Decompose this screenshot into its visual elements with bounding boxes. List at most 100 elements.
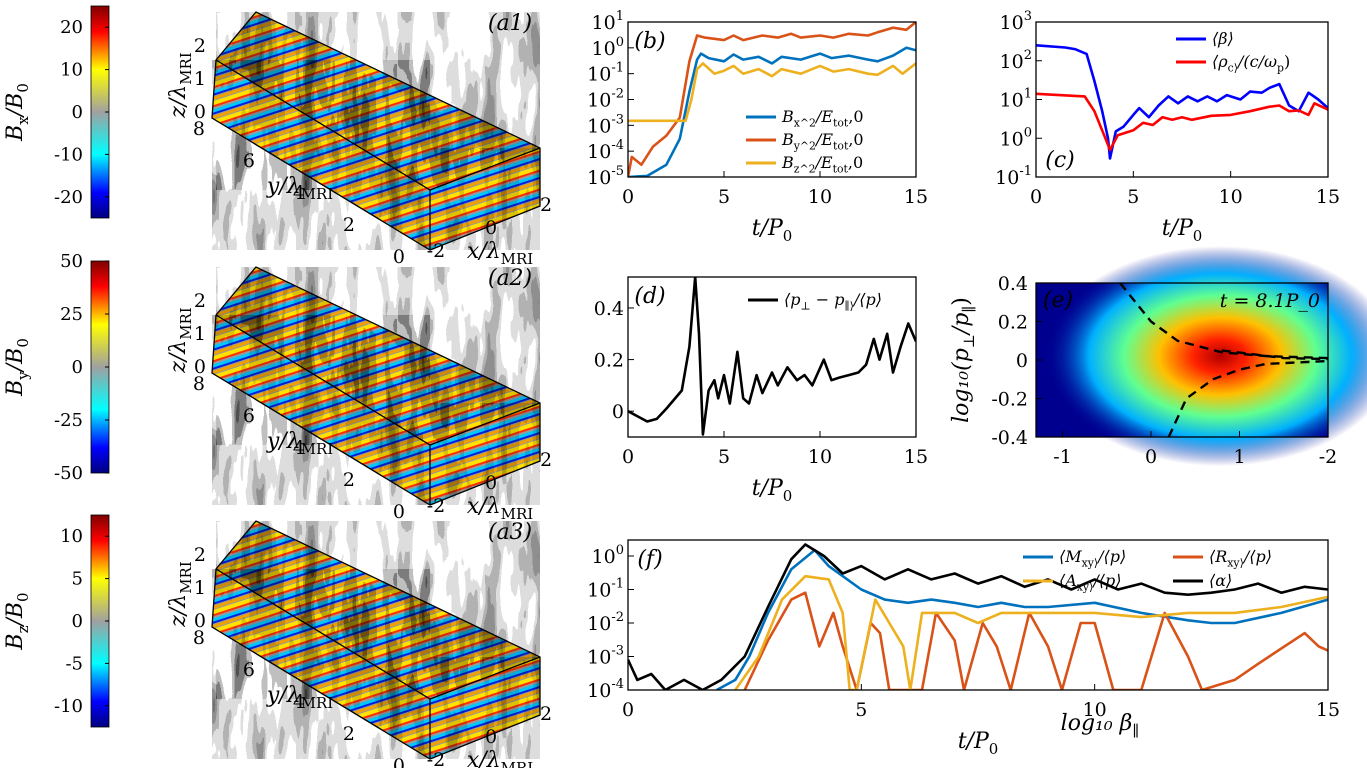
y-tick-label-exp: -1 (611, 576, 624, 591)
series-line-4 (628, 543, 1328, 690)
cube-y-tick: 4 (293, 182, 305, 204)
cube-x-tick: -2 (427, 240, 446, 262)
series-line-1 (716, 548, 1328, 690)
cube-face-texture (430, 148, 540, 250)
x-axis-label-part: t/P (958, 729, 990, 754)
cube-x-tick: 0 (485, 726, 497, 748)
colorbar-label-part: B (3, 380, 28, 397)
legend-label-sub: xy⟩ (1082, 556, 1099, 569)
legend-label-part: ⟨M (1059, 547, 1082, 566)
x-tick-label: 10 (808, 186, 832, 208)
y-tick-label: -0.2 (991, 389, 1028, 411)
series-line-1 (628, 277, 916, 436)
cube-panel-tag: (a1) (488, 11, 532, 36)
y-tick-label-exp: -1 (611, 61, 624, 76)
x-tick-label: 5 (718, 186, 730, 208)
y-tick-label-base: 10 (1000, 128, 1024, 150)
legend-label-part: ⟨α⟩ (1209, 571, 1232, 590)
x-tick-label: 15 (1316, 699, 1340, 721)
cube-x-axis-label-sub: MRI (501, 250, 534, 268)
colorbar-tick-label: -10 (54, 696, 83, 717)
series-line-1 (628, 46, 916, 177)
series-line-2 (1036, 92, 1328, 152)
x-tick-label: 10 (1219, 186, 1243, 208)
cube-z-axis-label-part: z/λ (166, 85, 191, 119)
legend-label: ⟨Axy⟩​/⟨p⟩ (1059, 571, 1121, 593)
colorbar-tick-label: 0 (72, 611, 83, 632)
y-tick-label: 103 (1000, 9, 1032, 34)
legend-label-sub: tot (833, 162, 849, 175)
line-panels: 05101510-510-410-310-210-1100101t/P0​(b)… (587, 9, 1367, 758)
colorbar-tick-label: 20 (60, 17, 83, 38)
cube-face-texture (430, 657, 540, 759)
cube-z-tick: 2 (194, 544, 206, 566)
legend-label-part: B (781, 107, 794, 126)
y-tick-label: 10-1 (995, 164, 1032, 189)
legend-label-part: − p (811, 290, 845, 309)
series-line-2 (628, 22, 916, 177)
x-tick-label: 15 (904, 446, 928, 468)
colorbar-tick-label: 10 (60, 526, 83, 547)
y-tick-label-exp: 1 (1024, 87, 1032, 102)
cube-x-tick: 0 (485, 472, 497, 494)
y-tick-label-base: 10 (592, 12, 616, 34)
x-tick-label: 0 (622, 699, 634, 721)
x-tick-label: -2 (1319, 446, 1338, 468)
y-tick-label-exp: -3 (611, 112, 624, 127)
y-tick-label: 10-4 (587, 677, 624, 702)
series-line-3 (628, 62, 916, 123)
cube-y-tick: 6 (243, 150, 255, 172)
legend-label-part: B (781, 153, 794, 172)
panel-tag: (f) (637, 547, 662, 572)
cube-x-axis-label-part: x/λ (467, 239, 501, 264)
cube-y-axis-label-sub: MRI (301, 694, 334, 712)
y-tick-label-exp: -3 (611, 643, 624, 658)
colorbar-tick-label: 50 (60, 251, 83, 272)
y-tick-label-base: 10 (587, 115, 611, 137)
heatmap-y-axis-label-part: /p (949, 313, 974, 337)
legend-label-sub: p (1277, 61, 1284, 74)
legend-label: ⟨Mxy⟩​/⟨p⟩ (1059, 547, 1126, 569)
series-line-3 (734, 574, 1328, 690)
heatmap-x-axis-label-part: log₁₀ β (1061, 711, 1133, 736)
x-tick-label: 15 (1316, 186, 1340, 208)
colorbar-column: 20100-10-20Bx​/B0​50250-25-50By​/B0​1050… (3, 5, 110, 728)
cube-z-tick: 0 (194, 101, 206, 123)
colorbar-label-sub: 0 (14, 83, 32, 93)
legend-label: ⟨β⟩ (1212, 29, 1234, 48)
colorbar-tick-label: 25 (60, 304, 83, 325)
cube-z-axis-label-sub: MRI (177, 307, 195, 340)
y-tick-label: 0.2 (594, 350, 624, 372)
x-axis-label-part: t/P (1162, 216, 1194, 241)
legend-label-part: B (781, 130, 794, 149)
cube-face-texture (216, 521, 540, 699)
cube-z-axis-label-sub: MRI (177, 561, 195, 594)
colorbar-tick-label: 0 (72, 357, 83, 378)
y-tick-label-exp: 0 (1024, 125, 1032, 140)
y-tick-label: 10-1 (587, 576, 624, 601)
cube-y-tick: 2 (343, 723, 355, 745)
cube-z-axis-label-sub: MRI (177, 52, 195, 85)
y-tick-label-exp: 1 (616, 9, 624, 24)
cube-y-tick: 4 (293, 691, 305, 713)
legend-label-part: ⟨A (1059, 571, 1077, 590)
cube-edges (211, 266, 541, 506)
plot-background (628, 22, 916, 177)
y-tick-label-base: 10 (587, 64, 611, 86)
cube-face-texture (212, 60, 430, 250)
legend-label-sub: c⟩ (1228, 61, 1238, 74)
legend-label-part: /E (814, 153, 833, 172)
y-tick-label-base: 10 (587, 680, 611, 702)
cube-y-axis-label-part: y/λ (266, 429, 301, 454)
legend: ⟨Mxy⟩​/⟨p⟩ ⟨Rxy⟩​/⟨p⟩ ⟨Axy⟩​/⟨p⟩ ⟨α⟩ (1023, 547, 1272, 593)
cube-face-texture (430, 403, 540, 505)
colorbar-tick-label: -5 (65, 653, 83, 674)
heatmap-density (1045, 246, 1367, 467)
cube-face-texture (212, 315, 430, 505)
colorbar-tick-label: 0 (72, 102, 83, 123)
legend-label-sub: ∥⟩ (845, 299, 854, 312)
x-axis-label: t/P0​ (958, 729, 999, 758)
cube-x-axis-label: x/λMRI​ (467, 239, 533, 268)
legend-label-part: ⟨ρ (1212, 52, 1228, 71)
legend-label-sub: tot (833, 116, 849, 129)
